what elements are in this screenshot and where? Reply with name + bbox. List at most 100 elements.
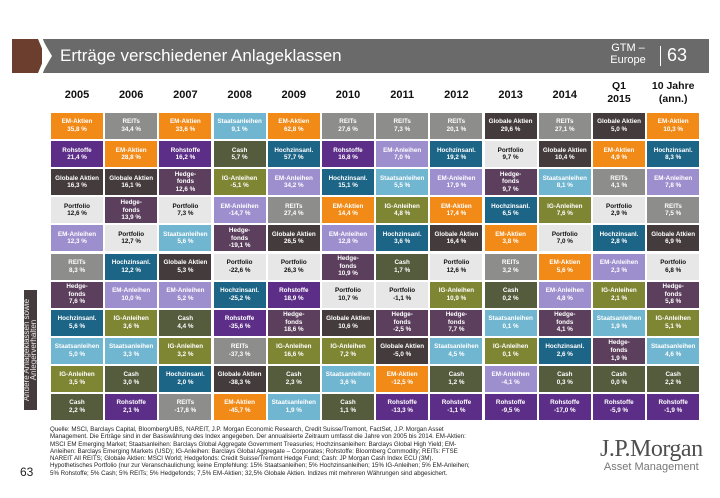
return-value: -35,6 % <box>228 322 251 330</box>
asset-class-label: REITs <box>393 118 411 126</box>
asset-class-label: Hochzinsanl. <box>328 174 368 182</box>
header-bar <box>42 39 709 73</box>
table-cell: Hochzinsanl. 57,7 % <box>267 141 320 168</box>
asset-class-label: REITs <box>556 118 574 126</box>
return-value: 5,1 % <box>665 322 682 330</box>
asset-class-label: EM-Aktien <box>332 202 364 210</box>
return-value: 18,6 % <box>283 326 304 334</box>
table-cell: REITs 7,3 % <box>376 113 429 139</box>
asset-class-label: Rohstoffe <box>658 399 688 407</box>
table-cell: IG-Anleihen 16,6 % <box>267 337 320 364</box>
asset-class-label: Cash <box>177 315 194 323</box>
asset-class-label: Portfolio <box>64 202 90 210</box>
return-value: 0,0 % <box>610 378 628 386</box>
asset-class-label: EM-Aktien <box>549 258 581 266</box>
return-value: 0,1 % <box>502 350 519 358</box>
asset-class-label: Portfolio <box>335 287 361 294</box>
return-value: 12,2 % <box>121 266 141 274</box>
table-cell: REITs 34,4 % <box>105 113 158 139</box>
table-cell: EM-Anleihen 10,0 % <box>105 281 158 308</box>
return-value: -5,9 % <box>609 407 629 414</box>
return-value: 4,8 % <box>394 210 411 218</box>
return-value: 12,3 % <box>67 238 87 246</box>
return-value: 12,6 % <box>175 185 196 193</box>
table-cell: EM-Anleihen -4,1 % <box>484 365 537 392</box>
asset-class-label: Cash <box>340 399 356 407</box>
asset-class-label: Cash <box>557 371 573 379</box>
return-value: 62,8 % <box>283 126 304 133</box>
table-cell: Globale Aktien 16,1 % <box>105 169 158 196</box>
asset-class-label: IG-Anleihen <box>438 287 475 294</box>
return-value: 33,6 % <box>175 126 196 133</box>
table-cell: Portfolio 10,7 % <box>322 281 374 308</box>
table-cell: Hochzinsanl. 3,6 % <box>376 225 429 252</box>
asset-class-label: Portfolio <box>172 202 199 210</box>
asset-class-label: Rohstoffe <box>224 315 255 323</box>
asset-class-label: Staatsanleihen <box>271 399 317 407</box>
return-value: 10,6 % <box>338 322 358 330</box>
return-value: 2,1 % <box>610 294 628 302</box>
asset-class-label: IG-Anleihen <box>276 343 312 351</box>
table-cell: Hedge- fonds 7,6 % <box>51 281 103 308</box>
return-value: 5,6 % <box>556 266 573 274</box>
asset-class-label: Staatsanleihen <box>108 343 154 351</box>
return-value: 16,4 % <box>446 238 467 246</box>
jpmorgan-logo: J.P.Morgan Asset Management <box>600 437 703 474</box>
asset-class-label: Hochzinsanl. <box>491 202 531 210</box>
table-cell: EM-Anleihen 4,8 % <box>538 281 591 308</box>
asset-class-label: REITs <box>285 202 303 210</box>
return-value: 3,5 % <box>68 378 86 386</box>
asset-class-label: IG-Anleihen <box>167 343 204 351</box>
return-value: 16,1 % <box>121 182 141 190</box>
table-cell: IG-Anleihen 3,2 % <box>159 337 212 364</box>
table-cell: Staatsanleihen 4,6 % <box>647 337 700 364</box>
return-value: 27,4 % <box>283 210 304 218</box>
table-cell: Cash 2,3 % <box>267 365 320 392</box>
table-cell: Rohstoffe -1,9 % <box>647 394 700 420</box>
table-cell: Hedge- fonds -19,1 % <box>213 225 266 252</box>
asset-class-label: Cash <box>502 287 519 294</box>
return-value: 8,3 % <box>68 266 86 274</box>
asset-class-label: Staatsanleihen <box>379 174 425 182</box>
asset-class-label: REITs <box>664 202 682 210</box>
asset-class-label: Cash <box>611 371 627 379</box>
asset-class-label: Hedge- fonds <box>66 283 88 298</box>
table-cell: EM-Aktien 4,9 % <box>593 141 645 168</box>
column-header: 2009 <box>281 89 307 101</box>
return-value: 3,6 % <box>339 378 357 386</box>
table-cell: Rohstoffe -13,3 % <box>376 394 429 420</box>
asset-class-label: Portfolio <box>551 230 578 238</box>
asset-class-label: EM-Anleihen <box>220 202 259 210</box>
table-cell: Cash 0,3 % <box>538 365 591 392</box>
table-cell: Hochzinsanl. 8,3 % <box>647 141 700 168</box>
table-cell: EM-Anleihen 7,0 % <box>376 141 429 168</box>
asset-class-label: Globale Aktien <box>271 230 316 238</box>
table-cell: Hochzinsanl. 2,0 % <box>159 365 212 392</box>
asset-class-label: IG-Anleihen <box>113 315 149 323</box>
table-cell: Staatsanleihen 3,3 % <box>105 337 158 364</box>
asset-class-label: EM-Aktien <box>657 118 689 126</box>
return-value: 7,3 % <box>394 126 411 133</box>
column-header: Q1 2015 <box>607 80 631 105</box>
asset-class-label: Hochzinsanl. <box>382 230 422 238</box>
return-value: -13,3 % <box>391 407 414 414</box>
return-value: 7,8 % <box>665 182 682 190</box>
asset-class-label: Rohstoffe <box>604 399 634 407</box>
asset-class-label: IG-Anleihen <box>492 343 529 351</box>
return-value: -2,5 % <box>393 326 412 334</box>
asset-class-label: Cash <box>231 146 248 154</box>
return-value: 57,7 % <box>283 154 304 162</box>
table-cell: Cash 0,0 % <box>593 365 645 392</box>
return-value: 10,0 % <box>121 294 141 302</box>
asset-class-label: Globale Aktien <box>109 174 154 182</box>
return-value: 5,6 % <box>68 322 86 330</box>
asset-class-label: EM-Anleihen <box>274 174 313 182</box>
table-cell: Cash 4,4 % <box>159 309 212 336</box>
table-cell: Globale Aktien -5,0 % <box>376 337 429 364</box>
return-value: 0,1 % <box>502 322 519 330</box>
return-value: 16,2 % <box>175 154 196 162</box>
asset-class-label: Portfolio <box>280 258 307 266</box>
header-accent-block <box>12 39 42 73</box>
return-value: -45,7 % <box>228 407 251 414</box>
section-sidebar-label: Andere Anlageklassen sowie Anlegerverhal… <box>22 298 38 402</box>
